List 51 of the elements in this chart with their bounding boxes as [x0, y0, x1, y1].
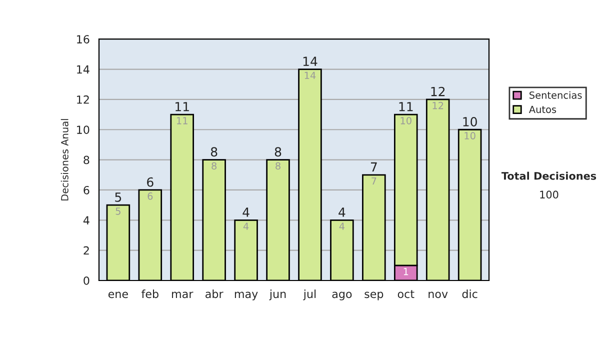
- y-tick-label: 6: [84, 186, 90, 194]
- y-axis-title: Decisiones Anual: [60, 119, 68, 200]
- total-label: 4: [242, 208, 250, 217]
- x-tick-label: sep: [364, 292, 384, 300]
- data-label: 12: [432, 102, 444, 110]
- data-label: 11: [176, 117, 188, 124]
- x-tick-label: abr: [206, 290, 224, 298]
- total-label: 14: [303, 56, 318, 66]
- y-tick-label: 8: [84, 156, 90, 164]
- data-label: 10: [464, 132, 476, 140]
- x-tick-label: jun: [269, 290, 286, 300]
- data-label: 8: [276, 162, 280, 170]
- data-label: 1: [404, 268, 408, 276]
- total-label: 8: [274, 147, 282, 157]
- x-tick-label: dic: [462, 290, 478, 298]
- y-tick-label: 2: [84, 246, 89, 255]
- x-tick-label: feb: [142, 290, 158, 298]
- data-label: 4: [339, 222, 344, 230]
- x-tick-label: oct: [398, 290, 414, 298]
- legend-label: Autos: [528, 106, 556, 114]
- text: Total Decisiones: [501, 172, 596, 180]
- text: 100: [540, 190, 558, 199]
- data-label: 8: [212, 162, 217, 170]
- data-label: 6: [148, 192, 153, 200]
- data-label: 10: [400, 116, 412, 124]
- x-tick-label: may: [234, 292, 258, 300]
- x-tick-label: jul: [303, 290, 316, 300]
- legend-label: Sentencias: [530, 91, 582, 99]
- y-tick-label: 4: [83, 216, 90, 224]
- data-label: 5: [116, 208, 120, 215]
- x-tick-label: ago: [332, 292, 352, 300]
- data-label: 4: [243, 222, 249, 230]
- total-label: 4: [338, 208, 346, 217]
- y-tick-label: 12: [77, 95, 89, 104]
- x-tick-label: mar: [172, 292, 194, 298]
- y-tick-label: 14: [77, 65, 90, 74]
- data-label: 7: [372, 177, 376, 185]
- x-tick-label: ene: [108, 292, 128, 298]
- y-tick-label: 16: [77, 35, 90, 44]
- total-label: 5: [115, 192, 122, 202]
- y-tick-label: 0: [84, 276, 90, 285]
- total-label: 8: [210, 147, 218, 157]
- total-label: 11: [176, 102, 189, 112]
- total-label: 12: [431, 86, 445, 96]
- data-label: 14: [304, 72, 316, 79]
- total-label: 11: [399, 102, 413, 112]
- y-tick-label: 10: [77, 126, 90, 134]
- x-tick-label: nov: [428, 292, 448, 298]
- total-label: 10: [463, 116, 477, 126]
- total-label: 7: [370, 162, 377, 172]
- total-label: 6: [147, 177, 154, 187]
